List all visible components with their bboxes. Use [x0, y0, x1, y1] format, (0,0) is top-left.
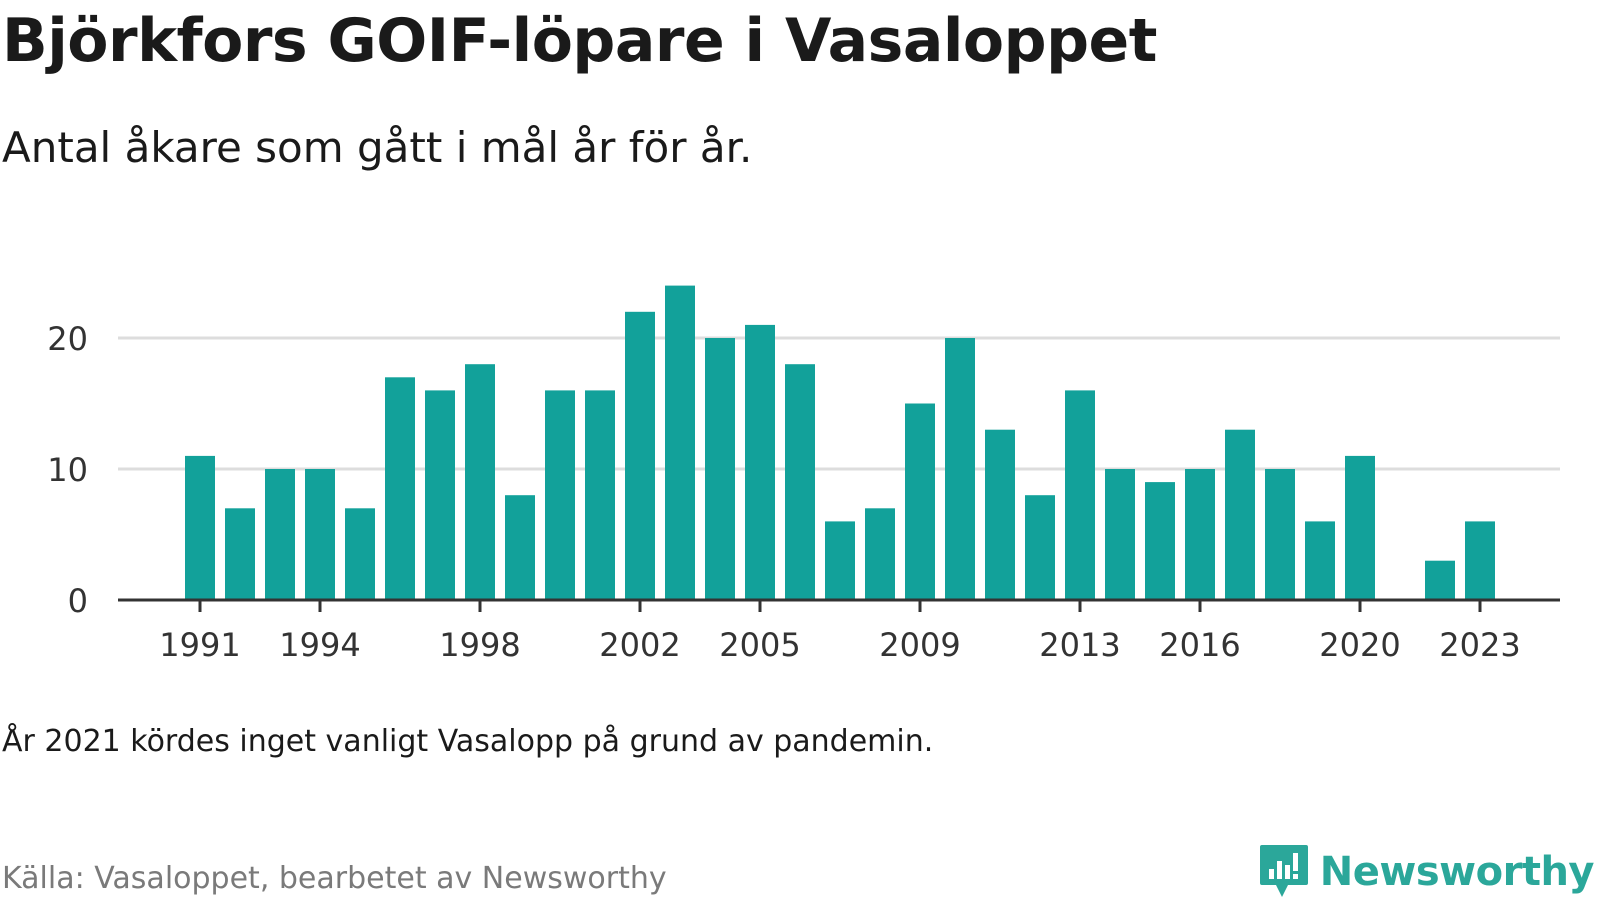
newsworthy-logo-icon — [1259, 845, 1308, 897]
bar-2012 — [1025, 495, 1055, 600]
x-tick-label: 1994 — [279, 626, 360, 664]
x-tick-label: 2013 — [1039, 626, 1120, 664]
bar-1993 — [265, 469, 295, 600]
bar-2018 — [1265, 469, 1295, 600]
bars — [185, 285, 1495, 600]
y-tick-label: 10 — [47, 451, 88, 489]
chart-note: År 2021 kördes inget vanligt Vasalopp på… — [2, 724, 934, 759]
bar-1991 — [185, 455, 215, 600]
bar-2014 — [1105, 469, 1135, 600]
bar-2005 — [745, 324, 775, 600]
y-tick-label: 0 — [68, 582, 88, 620]
x-tick-label: 2009 — [879, 626, 960, 664]
x-tick-label: 2016 — [1159, 626, 1240, 664]
bar-2019 — [1305, 521, 1335, 600]
bar-2003 — [665, 285, 695, 600]
bar-2011 — [985, 429, 1015, 600]
bar-2013 — [1065, 390, 1095, 600]
source-credit: Källa: Vasaloppet, bearbetet av Newswort… — [2, 861, 667, 896]
bar-2015 — [1145, 482, 1175, 600]
bar-2010 — [945, 338, 975, 600]
chart-subtitle: Antal åkare som gått i mål år för år. — [2, 123, 753, 172]
x-tick-label: 2020 — [1319, 626, 1400, 664]
bar-1995 — [345, 508, 375, 600]
x-tick-label: 1998 — [439, 626, 520, 664]
bar-1994 — [305, 469, 335, 600]
axes: 0 10 20 1991 1994 1998 2002 2005 2009 2013 2016 202… — [47, 320, 1560, 664]
bar-1999 — [505, 495, 535, 600]
y-tick-label: 20 — [47, 320, 88, 358]
bar-2023 — [1465, 521, 1495, 600]
bar-2022 — [1425, 560, 1455, 600]
bar-2000 — [545, 390, 575, 600]
bar-2001 — [585, 390, 615, 600]
x-tick-label: 2002 — [599, 626, 680, 664]
bar-2006 — [785, 364, 815, 600]
bar-2009 — [905, 403, 935, 600]
bar-2020 — [1345, 455, 1375, 600]
bar-2017 — [1225, 429, 1255, 600]
brand-name: Newsworthy — [1319, 849, 1595, 895]
chart-title: Björkfors GOIF-löpare i Vasaloppet — [2, 6, 1157, 76]
gridlines — [118, 336, 1560, 471]
bar-1998 — [465, 364, 495, 600]
bar-1992 — [225, 508, 255, 600]
bar-chart: 0 10 20 1991 1994 1998 2002 2005 2009 2013 2016 202… — [47, 285, 1560, 664]
x-tick-label: 2005 — [719, 626, 800, 664]
x-tick-label: 2023 — [1439, 626, 1520, 664]
brand-logo: Newsworthy — [1258, 844, 1595, 900]
bar-2008 — [865, 508, 895, 600]
bar-1996 — [385, 377, 415, 600]
bar-1997 — [425, 390, 455, 600]
bar-2002 — [625, 311, 655, 600]
bar-2007 — [825, 521, 855, 600]
bar-2004 — [705, 338, 735, 600]
bar-2016 — [1185, 469, 1215, 600]
x-tick-label: 1991 — [159, 626, 240, 664]
